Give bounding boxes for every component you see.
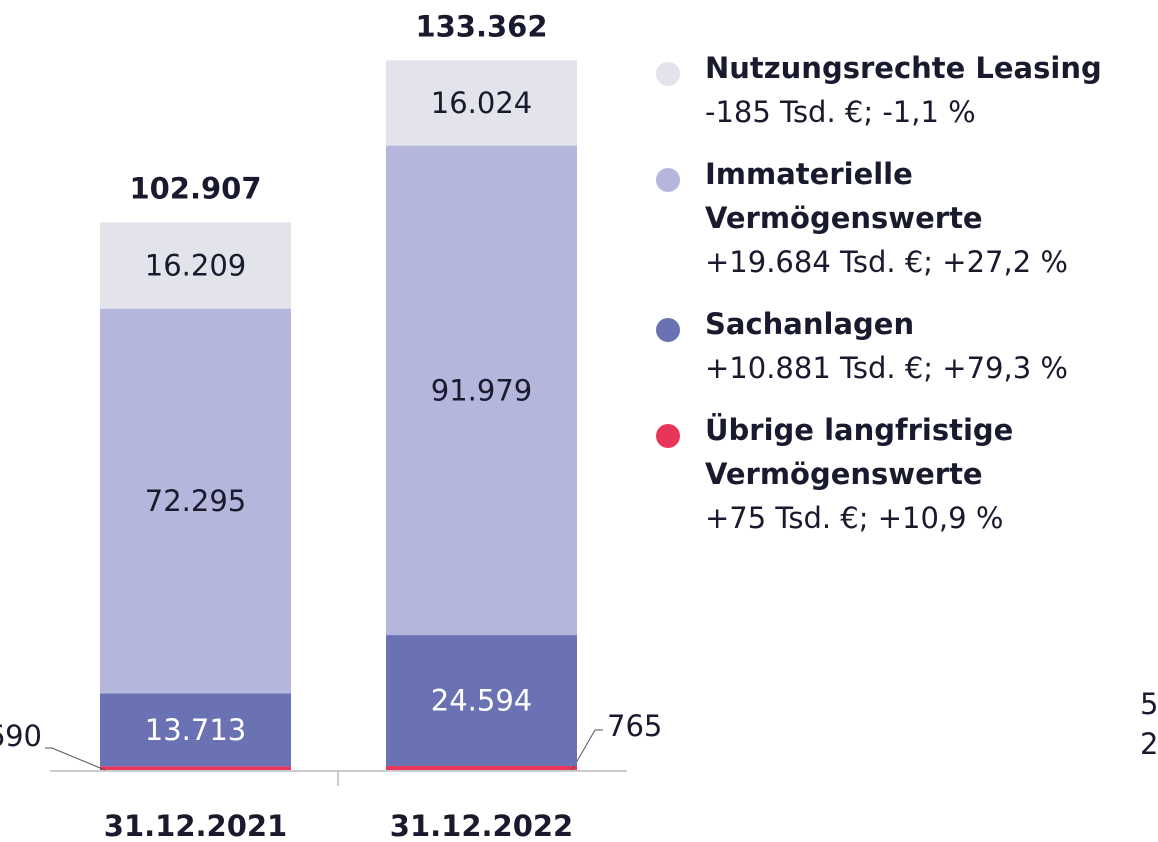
legend-title: Übrige langfristige Vermögenswerte bbox=[705, 413, 1013, 491]
leader-line bbox=[571, 729, 603, 771]
value-label: 16.209 bbox=[145, 249, 246, 283]
legend-marker bbox=[656, 318, 680, 342]
legend-marker bbox=[656, 168, 680, 192]
legend-note: -185 Tsd. €; -1,1 % bbox=[705, 95, 976, 129]
x-tick-label: 31.12.2021 bbox=[104, 809, 287, 842]
annotation: 5 bbox=[1140, 687, 1158, 721]
total-label: 133.362 bbox=[415, 9, 547, 43]
bar-segment bbox=[386, 60, 577, 146]
legend-title: Sachanlagen bbox=[705, 307, 914, 341]
bar-segment bbox=[100, 693, 291, 767]
legend-marker bbox=[656, 62, 680, 86]
bar-segment bbox=[100, 222, 291, 309]
bar-segment bbox=[100, 308, 291, 694]
legend-marker bbox=[656, 424, 680, 448]
value-label: 765 bbox=[607, 709, 662, 743]
bar-segment bbox=[100, 766, 291, 770]
legend-note: +19.684 Tsd. €; +27,2 % bbox=[705, 245, 1068, 279]
bar-segment bbox=[386, 145, 577, 636]
value-label: 16.024 bbox=[431, 86, 532, 120]
leader-line bbox=[45, 747, 106, 771]
bar-segment bbox=[386, 635, 577, 766]
legend-title: Nutzungsrechte Leasing bbox=[705, 51, 1102, 85]
legend-title: Immaterielle Vermögenswerte bbox=[705, 157, 983, 235]
legend-note: +75 Tsd. €; +10,9 % bbox=[705, 501, 1003, 535]
value-label: 91.979 bbox=[431, 373, 532, 407]
value-label: 690 bbox=[0, 719, 42, 753]
annotation: 2 bbox=[1140, 727, 1158, 761]
total-label: 102.907 bbox=[129, 171, 261, 205]
x-tick-label: 31.12.2022 bbox=[390, 809, 573, 842]
legend-note: +10.881 Tsd. €; +79,3 % bbox=[705, 351, 1068, 385]
value-label: 72.295 bbox=[145, 484, 246, 518]
bar-segment bbox=[386, 765, 577, 770]
value-label: 13.713 bbox=[145, 713, 246, 747]
value-label: 24.594 bbox=[431, 683, 532, 717]
